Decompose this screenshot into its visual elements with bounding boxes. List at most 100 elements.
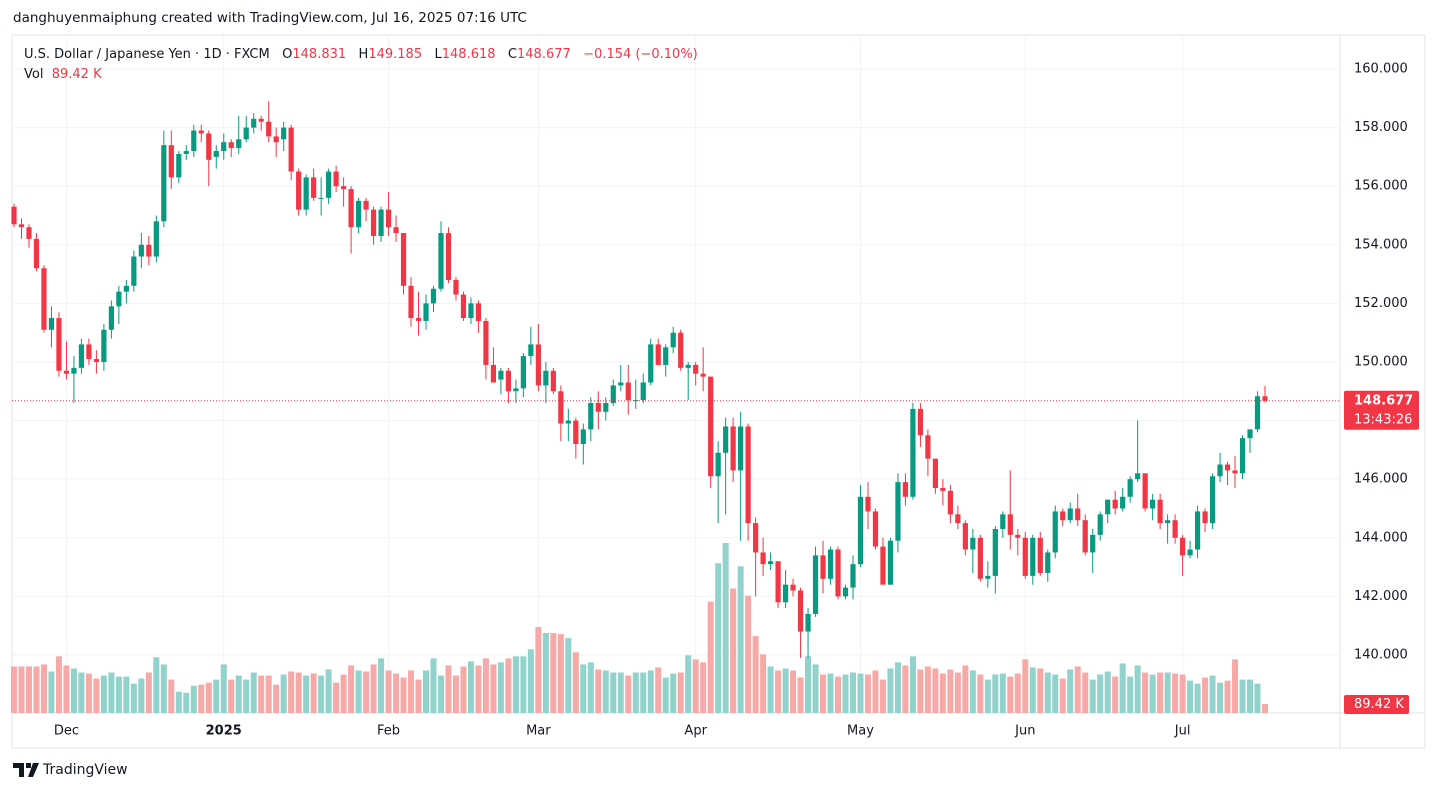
volume-bar (1217, 682, 1224, 713)
volume-bar (752, 636, 759, 713)
candle-body (955, 514, 961, 524)
candle-body (1224, 464, 1231, 471)
volume-bar (25, 666, 32, 713)
volume-bar (700, 662, 707, 713)
candle-body (655, 344, 661, 365)
candle-body (580, 429, 586, 445)
volume-bar (1044, 672, 1051, 713)
candle-body (86, 344, 92, 360)
x-tick-label: Jul (1174, 724, 1191, 739)
volume-bar (632, 672, 639, 713)
candle-body (685, 364, 691, 368)
candle-body (940, 487, 946, 491)
candle-body (947, 490, 953, 515)
y-tick-label: 146.000 (1354, 472, 1408, 487)
candle-body (1217, 464, 1223, 477)
low-label: L (434, 47, 442, 62)
volume-bar (213, 679, 220, 713)
y-tick-label: 156.000 (1354, 179, 1408, 194)
volume-bar (677, 672, 684, 713)
volume-bar (265, 675, 272, 713)
volume-bar (452, 675, 459, 713)
candle-body (1247, 429, 1253, 439)
volume-bar (580, 664, 587, 713)
candle-body (805, 613, 811, 632)
volume-bar (902, 665, 909, 713)
volume-bar (894, 662, 901, 713)
volume-bar (1149, 674, 1156, 713)
volume-bar (235, 675, 242, 713)
candle-body (588, 403, 594, 430)
volume-bar (602, 670, 609, 713)
volume-bar (1067, 669, 1074, 713)
x-tick-label: Mar (526, 724, 551, 739)
candle-body (1187, 549, 1193, 556)
volume-bar (333, 682, 340, 713)
y-tick-label: 152.000 (1354, 296, 1408, 311)
candle-body (415, 318, 422, 321)
volume-bar (1112, 676, 1119, 713)
volume-bar (310, 673, 317, 713)
y-tick-label: 158.000 (1354, 120, 1408, 135)
volume-bar (85, 673, 92, 713)
candle-body (1030, 537, 1036, 576)
candle-body (1172, 520, 1178, 538)
volume-bar (849, 672, 856, 713)
candle-body (138, 244, 144, 257)
candle-body (460, 294, 467, 319)
volume-value: 89.42 K (51, 67, 102, 82)
candle-body (400, 233, 407, 286)
candle-body (1112, 499, 1118, 509)
volume-bar (1007, 676, 1014, 713)
volume-bar (670, 673, 677, 713)
candle-body (1202, 511, 1208, 524)
volume-bar (1157, 672, 1164, 713)
candle-body (850, 564, 856, 588)
candle-body (348, 189, 354, 228)
y-tick-label: 144.000 (1354, 530, 1408, 545)
candle-body (760, 552, 766, 565)
volume-bar (812, 664, 819, 713)
candle-body (153, 221, 159, 257)
candle-body (1239, 438, 1246, 474)
volume-bar (1187, 680, 1194, 713)
candle-body (535, 344, 541, 386)
candle-body (1232, 470, 1238, 474)
volume-bar (1194, 683, 1201, 713)
volume-bar (1262, 703, 1268, 713)
candle-body (1127, 479, 1133, 497)
volume-bar (1104, 671, 1111, 713)
volume-bar (775, 670, 782, 713)
volume-badge (1344, 694, 1409, 714)
candle-body (453, 279, 459, 295)
candle-body (41, 268, 47, 330)
volume-bar (482, 658, 489, 713)
volume-bar (145, 672, 152, 713)
y-tick-label: 160.000 (1354, 61, 1408, 76)
candle-body (1037, 537, 1043, 573)
volume-bar (1097, 674, 1104, 713)
volume-bar (115, 676, 122, 713)
volume-bar (1224, 680, 1231, 713)
x-tick-label: 2025 (206, 724, 242, 739)
candle-body (1067, 508, 1073, 521)
volume-bar (445, 665, 452, 713)
candle-body (131, 256, 137, 286)
volume-bar (767, 666, 774, 713)
volume-bar (1022, 659, 1029, 713)
volume-bar (984, 679, 991, 713)
volume-bar (1247, 679, 1254, 713)
volume-bar (437, 675, 444, 713)
volume-bar (782, 668, 789, 713)
volume-bar (138, 678, 145, 713)
candle-body (78, 344, 85, 368)
candle-body (468, 303, 474, 319)
symbol: U.S. Dollar / Japanese Yen · 1D · FXCM (24, 47, 270, 62)
volume-bar (408, 670, 415, 713)
price-badge-value: 148.677 (1354, 393, 1413, 408)
candle-body (176, 153, 182, 178)
volume-bar (737, 566, 744, 713)
volume-bar (692, 659, 699, 713)
volume-bar (318, 675, 325, 713)
volume-bar (557, 634, 564, 713)
